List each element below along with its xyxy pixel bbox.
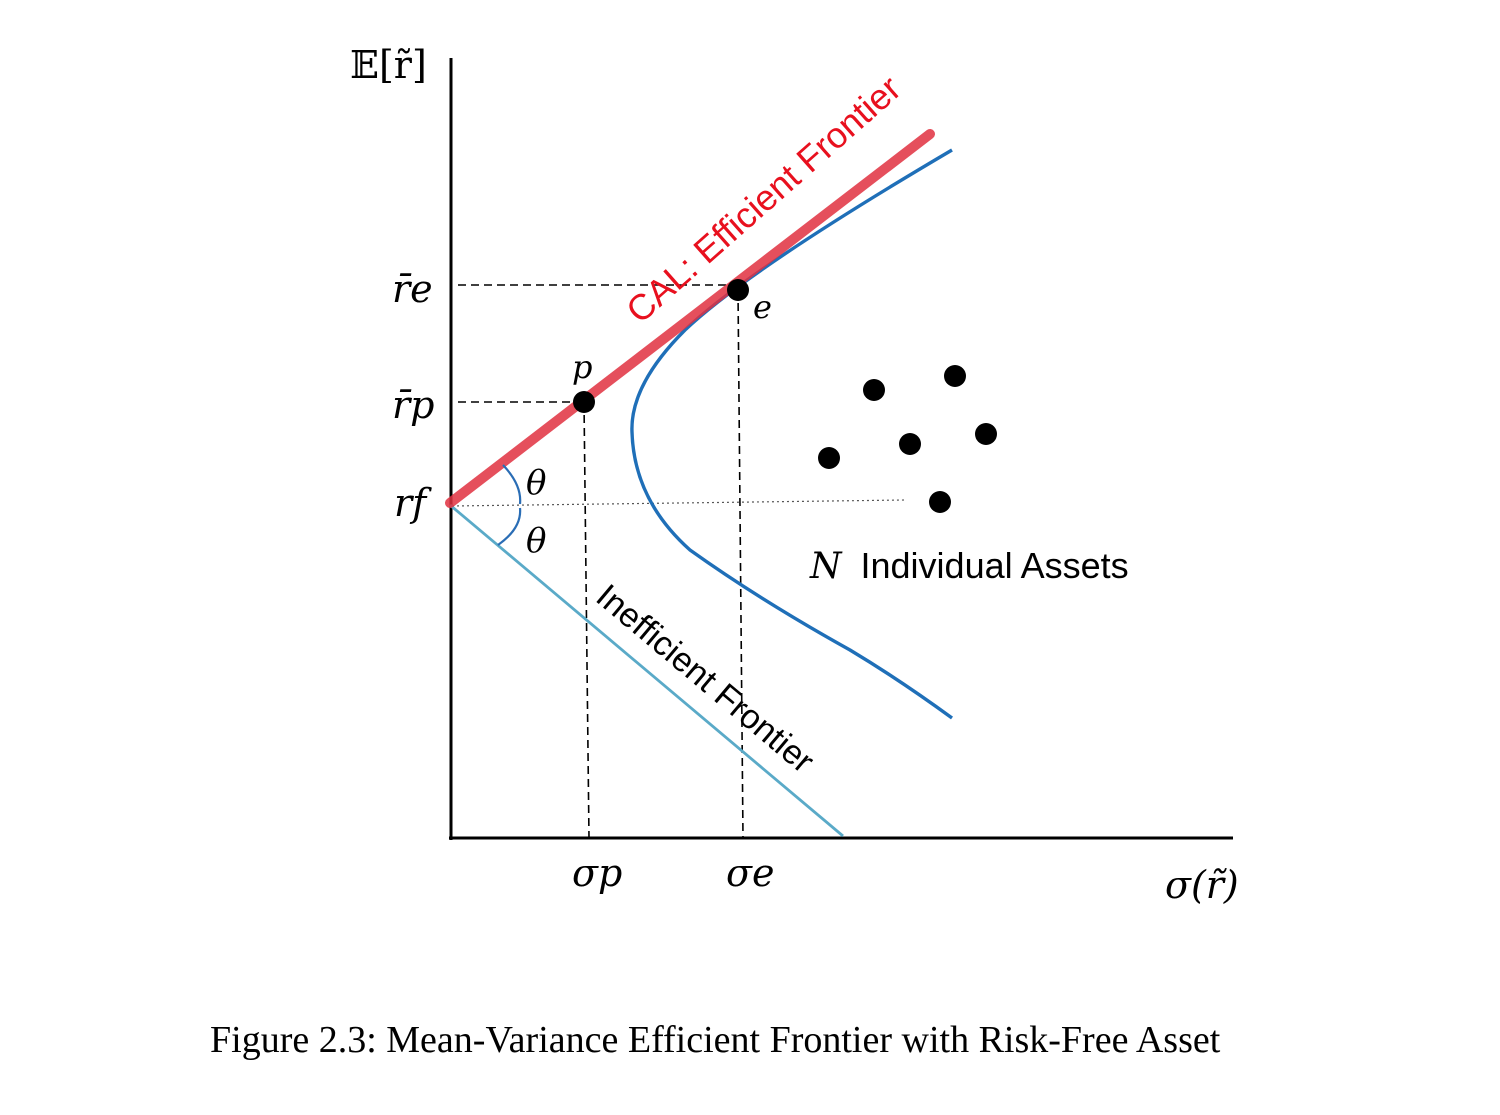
guide-lines (451, 284, 906, 839)
asset-point (944, 365, 966, 387)
point-p (573, 391, 595, 413)
sigma-p-guide-line (583, 401, 590, 839)
point-p-label: p (572, 348, 592, 386)
assets-text: Individual Assets (861, 545, 1129, 586)
re-tick-label: r̄e (392, 267, 433, 311)
assets-n-symbol: N (809, 546, 843, 587)
point-e (727, 279, 749, 301)
axes (449, 58, 1233, 840)
individual-assets (818, 365, 997, 513)
asset-point (818, 447, 840, 469)
sigma-p-tick-label: σp (572, 851, 622, 895)
theta-upper-arc (502, 464, 522, 505)
asset-point (863, 379, 885, 401)
figure-caption: Figure 2.3: Mean-Variance Efficient Fron… (210, 1019, 1221, 1061)
rf-tick-label: rf (394, 481, 432, 525)
individual-assets-label: N Individual Assets (809, 545, 1129, 587)
rf-horizontal-line (451, 499, 906, 507)
asset-point (975, 423, 997, 445)
point-e-label: e (753, 288, 772, 326)
y-axis-label: 𝔼[r̃] (350, 43, 427, 87)
inefficient-frontier-line (449, 503, 844, 838)
asset-point (899, 433, 921, 455)
inefficient-frontier-label: Inefficient Frontier (589, 577, 821, 781)
asset-point (929, 491, 951, 513)
sigma-e-guide-line (737, 289, 744, 839)
rp-tick-label: r̄p (392, 383, 435, 427)
theta-lower-arc (497, 507, 522, 546)
sigma-e-tick-label: σe (726, 851, 774, 895)
theta-upper-label: θ (526, 463, 546, 503)
x-axis-label: σ(r̃) (1165, 863, 1239, 907)
cal-line (445, 129, 935, 508)
theta-lower-label: θ (526, 521, 546, 561)
efficient-frontier-diagram: 𝔼[r̃] σ(r̃) r̄e r̄p rf σp σe p e θ θ CAL… (350, 43, 1239, 907)
